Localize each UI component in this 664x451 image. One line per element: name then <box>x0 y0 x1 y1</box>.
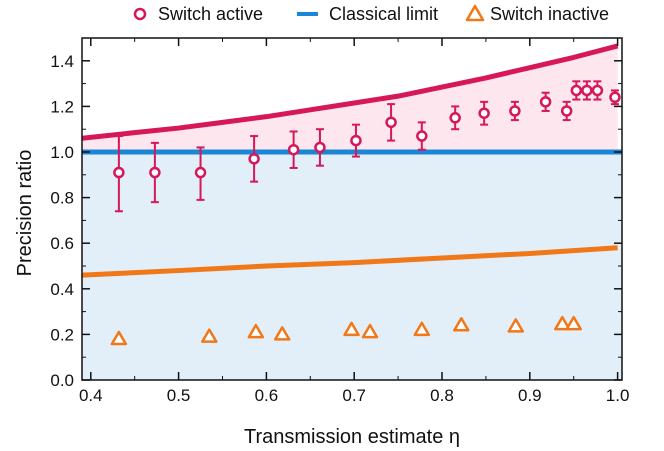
switch-inactive-point <box>273 326 291 341</box>
switch-inactive-point <box>343 321 360 337</box>
switch-inactive-point <box>413 321 431 337</box>
switch-active-point <box>113 166 125 179</box>
x-tick-label: 0.7 <box>342 386 366 405</box>
y-tick-label: 0.0 <box>50 371 74 390</box>
switch-active-point <box>248 153 260 165</box>
plot-region <box>82 43 622 380</box>
upper-bound-line <box>82 43 619 141</box>
switch-active-point <box>416 130 428 142</box>
switch-active-point <box>194 166 207 179</box>
legend-marker-switch-inactive <box>465 4 485 22</box>
y-tick-label: 1.2 <box>50 97 74 116</box>
legend-label-switch-inactive: Switch inactive <box>490 4 609 24</box>
legend-label-switch-active: Switch active <box>158 4 263 24</box>
switch-active-point <box>385 116 397 129</box>
plot-frame <box>81 37 623 381</box>
switch-active-point <box>449 112 461 124</box>
switch-active-point <box>581 84 593 97</box>
switch-active-point <box>287 143 300 156</box>
y-axis-label: Precision ratio <box>14 150 36 277</box>
switch-inactive-point <box>201 328 218 343</box>
switch-active-point <box>591 84 604 97</box>
switch-active-point <box>350 134 362 147</box>
switch-active-point <box>539 96 552 108</box>
switch-inactive-point <box>554 315 571 331</box>
legend-label-classical-limit: Classical limit <box>329 4 438 24</box>
classical-region-fill <box>82 152 622 380</box>
x-tick-label: 0.6 <box>255 386 279 405</box>
legend-marker-switch-active <box>133 7 147 21</box>
switch-inactive-point <box>507 318 525 333</box>
switch-inactive-point <box>110 330 128 346</box>
switch-inactive-point <box>453 317 470 332</box>
x-axis-label: Transmission estimate η <box>244 426 460 448</box>
switch-active-point <box>560 105 573 117</box>
switch-inactive-point <box>565 315 582 331</box>
switch-inactive-point <box>247 323 265 339</box>
y-tick-label: 0.4 <box>50 280 74 299</box>
legend: Switch active Classical limit Switch ina… <box>133 4 609 24</box>
x-tick-label: 0.8 <box>430 386 454 405</box>
switch-active-point <box>478 107 490 119</box>
switch-active-point <box>149 166 161 179</box>
inactive-bound-line <box>82 245 618 278</box>
y-tick-label: 0.2 <box>50 325 74 344</box>
switch-active-point <box>314 141 326 154</box>
y-tick-label: 1.0 <box>50 143 74 162</box>
x-tick-label: 0.5 <box>167 386 191 405</box>
y-tick-label: 0.8 <box>50 189 74 208</box>
switch-inactive-point <box>361 323 379 339</box>
x-tick-label: 0.4 <box>79 386 103 405</box>
switch-active-point <box>609 91 621 104</box>
switch-active-point <box>570 84 583 97</box>
quantum-region-fill <box>82 45 618 153</box>
y-tick-label: 0.6 <box>50 234 74 253</box>
x-tick-label: 0.9 <box>518 386 542 405</box>
x-tick-label: 1.0 <box>606 386 630 405</box>
switch-active-point <box>509 105 521 117</box>
y-tick-label: 1.4 <box>50 52 74 71</box>
